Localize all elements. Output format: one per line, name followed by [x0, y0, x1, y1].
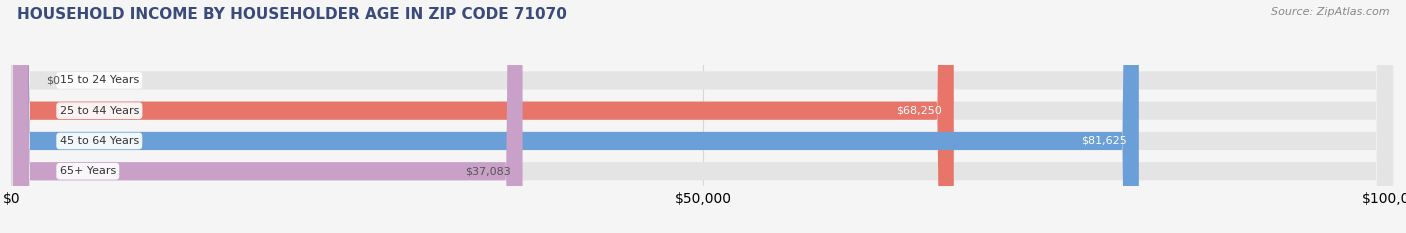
Text: 25 to 44 Years: 25 to 44 Years [59, 106, 139, 116]
FancyBboxPatch shape [13, 0, 953, 233]
Text: HOUSEHOLD INCOME BY HOUSEHOLDER AGE IN ZIP CODE 71070: HOUSEHOLD INCOME BY HOUSEHOLDER AGE IN Z… [17, 7, 567, 22]
Text: $81,625: $81,625 [1081, 136, 1126, 146]
FancyBboxPatch shape [13, 0, 1393, 233]
Text: Source: ZipAtlas.com: Source: ZipAtlas.com [1271, 7, 1389, 17]
Text: 65+ Years: 65+ Years [59, 166, 115, 176]
Text: 15 to 24 Years: 15 to 24 Years [59, 75, 139, 85]
FancyBboxPatch shape [13, 0, 523, 233]
FancyBboxPatch shape [13, 0, 1393, 233]
Text: $37,083: $37,083 [465, 166, 510, 176]
FancyBboxPatch shape [13, 0, 1393, 233]
FancyBboxPatch shape [13, 0, 1139, 233]
Text: 45 to 64 Years: 45 to 64 Years [59, 136, 139, 146]
Text: $68,250: $68,250 [896, 106, 942, 116]
FancyBboxPatch shape [13, 0, 1393, 233]
Text: $0: $0 [46, 75, 60, 85]
